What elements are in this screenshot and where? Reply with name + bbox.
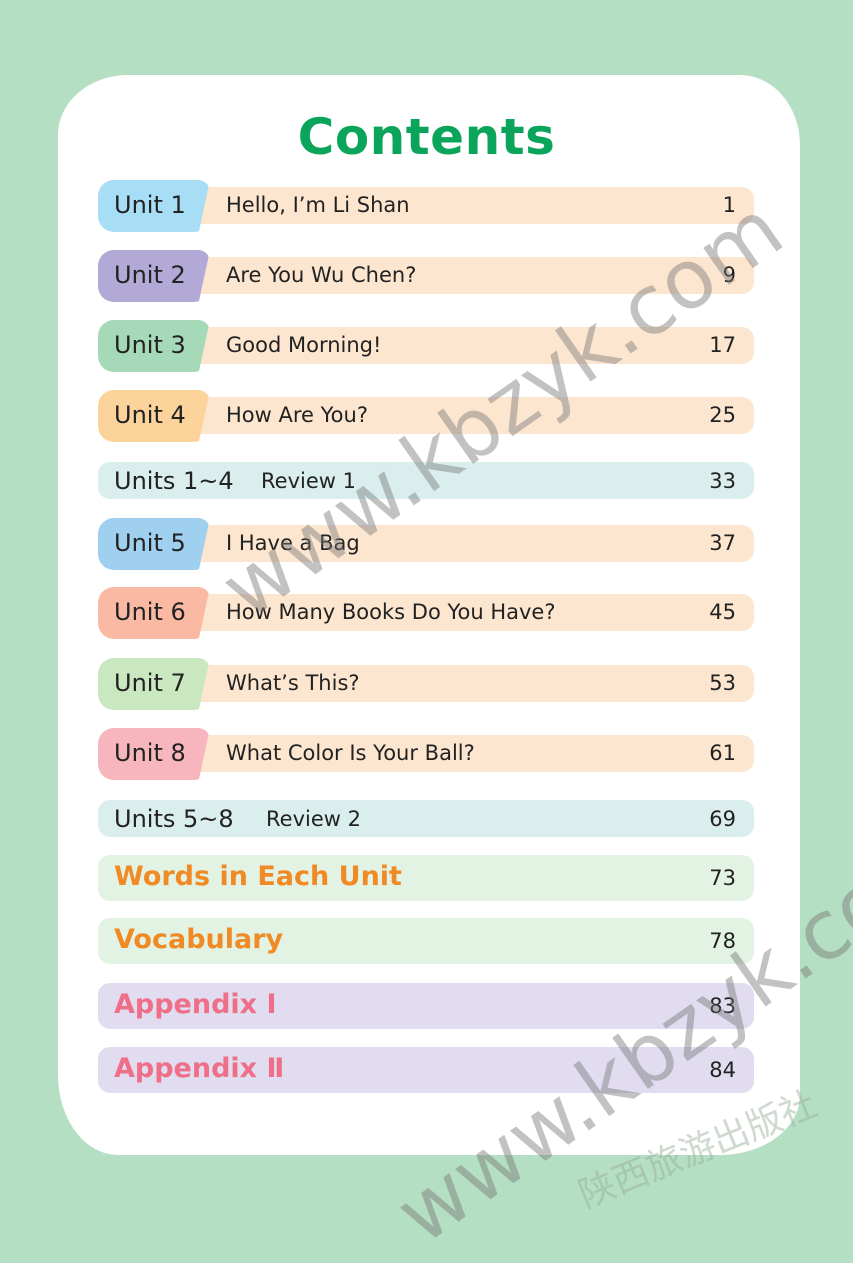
page-number: 17: [709, 333, 736, 357]
title-bar: [198, 327, 754, 364]
toc-unit-entry[interactable]: Unit 5 I Have a Bag 37: [98, 518, 754, 570]
page-number: 37: [709, 531, 736, 555]
review-units-label: Units 5~8: [114, 805, 234, 833]
title-bar: [198, 665, 754, 702]
unit-label: Unit 7: [114, 669, 186, 697]
unit-label: Unit 8: [114, 739, 186, 767]
review-units-label: Units 1~4: [114, 467, 234, 495]
unit-label: Unit 2: [114, 261, 186, 289]
page-number: 1: [722, 193, 736, 217]
page-number: 25: [709, 403, 736, 427]
extra-label: Appendix Ⅰ: [114, 989, 277, 1020]
unit-tab: Unit 3: [98, 320, 210, 372]
toc-unit-entry[interactable]: Unit 8 What Color Is Your Ball? 61: [98, 728, 754, 780]
toc-unit-entry[interactable]: Unit 7 What’s This? 53: [98, 658, 754, 710]
title-bar: [198, 257, 754, 294]
toc-extra-entry[interactable]: Appendix Ⅰ 83: [98, 983, 754, 1029]
page-number: 33: [709, 469, 736, 493]
title-bar: [198, 594, 754, 631]
toc-unit-entry[interactable]: Unit 6 How Many Books Do You Have? 45: [98, 587, 754, 639]
unit-label: Unit 1: [114, 191, 186, 219]
page-number: 45: [709, 600, 736, 624]
unit-label: Unit 4: [114, 401, 186, 429]
page-number: 69: [709, 807, 736, 831]
title-bar: [198, 525, 754, 562]
toc-unit-entry[interactable]: Unit 2 Are You Wu Chen? 9: [98, 250, 754, 302]
page-number: 61: [709, 741, 736, 765]
toc-unit-entry[interactable]: Unit 3 Good Morning! 17: [98, 320, 754, 372]
unit-label: Unit 6: [114, 598, 186, 626]
unit-tab: Unit 5: [98, 518, 210, 570]
unit-title: What’s This?: [226, 671, 360, 695]
unit-title: Hello, I’m Li Shan: [226, 193, 410, 217]
toc-review-entry[interactable]: Units 5~8 Review 2 69: [98, 800, 754, 837]
unit-title: Good Morning!: [226, 333, 382, 357]
page-number: 9: [722, 263, 736, 287]
review-title: Review 1: [261, 469, 356, 493]
toc-extra-entry[interactable]: Appendix Ⅱ 84: [98, 1047, 754, 1093]
extra-label: Appendix Ⅱ: [114, 1053, 285, 1084]
page-title: Contents: [297, 108, 556, 166]
toc-extra-entry[interactable]: Vocabulary 78: [98, 918, 754, 964]
page-number: 83: [709, 994, 736, 1018]
unit-tab: Unit 4: [98, 390, 210, 442]
title-bar: [198, 735, 754, 772]
unit-title: Are You Wu Chen?: [226, 263, 417, 287]
unit-title: I Have a Bag: [226, 531, 360, 555]
toc-unit-entry[interactable]: Unit 1 Hello, I’m Li Shan 1: [98, 180, 754, 232]
unit-title: What Color Is Your Ball?: [226, 741, 475, 765]
extra-label: Vocabulary: [114, 924, 284, 955]
unit-title: How Many Books Do You Have?: [226, 600, 556, 624]
page-number: 78: [709, 929, 736, 953]
review-title: Review 2: [266, 807, 361, 831]
unit-tab: Unit 6: [98, 587, 210, 639]
page-number: 73: [709, 866, 736, 890]
unit-tab: Unit 2: [98, 250, 210, 302]
unit-tab: Unit 7: [98, 658, 210, 710]
unit-title: How Are You?: [226, 403, 368, 427]
title-bar: [198, 187, 754, 224]
unit-label: Unit 3: [114, 331, 186, 359]
unit-tab: Unit 8: [98, 728, 210, 780]
toc-extra-entry[interactable]: Words in Each Unit 73: [98, 855, 754, 901]
page-number: 53: [709, 671, 736, 695]
page-number: 84: [709, 1058, 736, 1082]
unit-tab: Unit 1: [98, 180, 210, 232]
title-bar: [198, 397, 754, 434]
unit-label: Unit 5: [114, 529, 186, 557]
extra-label: Words in Each Unit: [114, 861, 402, 892]
toc-review-entry[interactable]: Units 1~4 Review 1 33: [98, 462, 754, 499]
toc-unit-entry[interactable]: Unit 4 How Are You? 25: [98, 390, 754, 442]
